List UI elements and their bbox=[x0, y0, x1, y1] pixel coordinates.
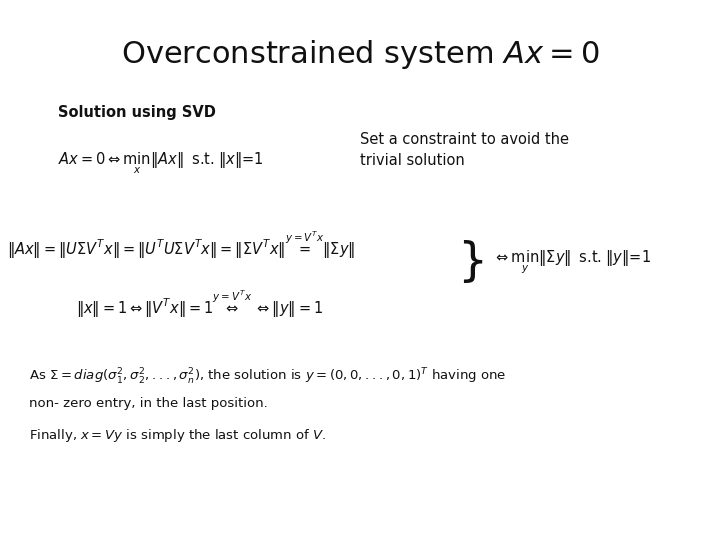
Text: Set a constraint to avoid the
trivial solution: Set a constraint to avoid the trivial so… bbox=[360, 132, 569, 168]
Text: $\}$: $\}$ bbox=[457, 238, 483, 286]
Text: non- zero entry, in the last position.: non- zero entry, in the last position. bbox=[29, 397, 268, 410]
Text: $\|Ax\| = \|U\Sigma V^T x\| = \|U^T U\Sigma V^T x\| = \|\Sigma V^T x\|\overset{y: $\|Ax\| = \|U\Sigma V^T x\| = \|U^T U\Si… bbox=[7, 230, 356, 261]
Text: Overconstrained system $Ax = 0$: Overconstrained system $Ax = 0$ bbox=[121, 38, 599, 71]
Text: $Ax = 0 \Leftrightarrow \min_{x}\|Ax\|\;\;\text{s.t.}\;\|x\|=1$: $Ax = 0 \Leftrightarrow \min_{x}\|Ax\|\;… bbox=[58, 151, 263, 176]
Text: $\|x\|=1 \Leftrightarrow \|V^T x\|=1\overset{y=V^T x}{\Leftrightarrow}\;\Leftrig: $\|x\|=1 \Leftrightarrow \|V^T x\|=1\ove… bbox=[76, 289, 323, 320]
Text: $\Leftrightarrow \min_{y}\|\Sigma y\|\;\;\text{s.t.}\;\|y\|=1$: $\Leftrightarrow \min_{y}\|\Sigma y\|\;\… bbox=[493, 248, 651, 275]
Text: Solution using SVD: Solution using SVD bbox=[58, 105, 215, 120]
Text: As $\Sigma = diag(\sigma_1^2, \sigma_2^2, ..., \sigma_n^2)$, the solution is $y : As $\Sigma = diag(\sigma_1^2, \sigma_2^2… bbox=[29, 367, 506, 387]
Text: Finally, $x = Vy$ is simply the last column of $V$.: Finally, $x = Vy$ is simply the last col… bbox=[29, 427, 325, 443]
